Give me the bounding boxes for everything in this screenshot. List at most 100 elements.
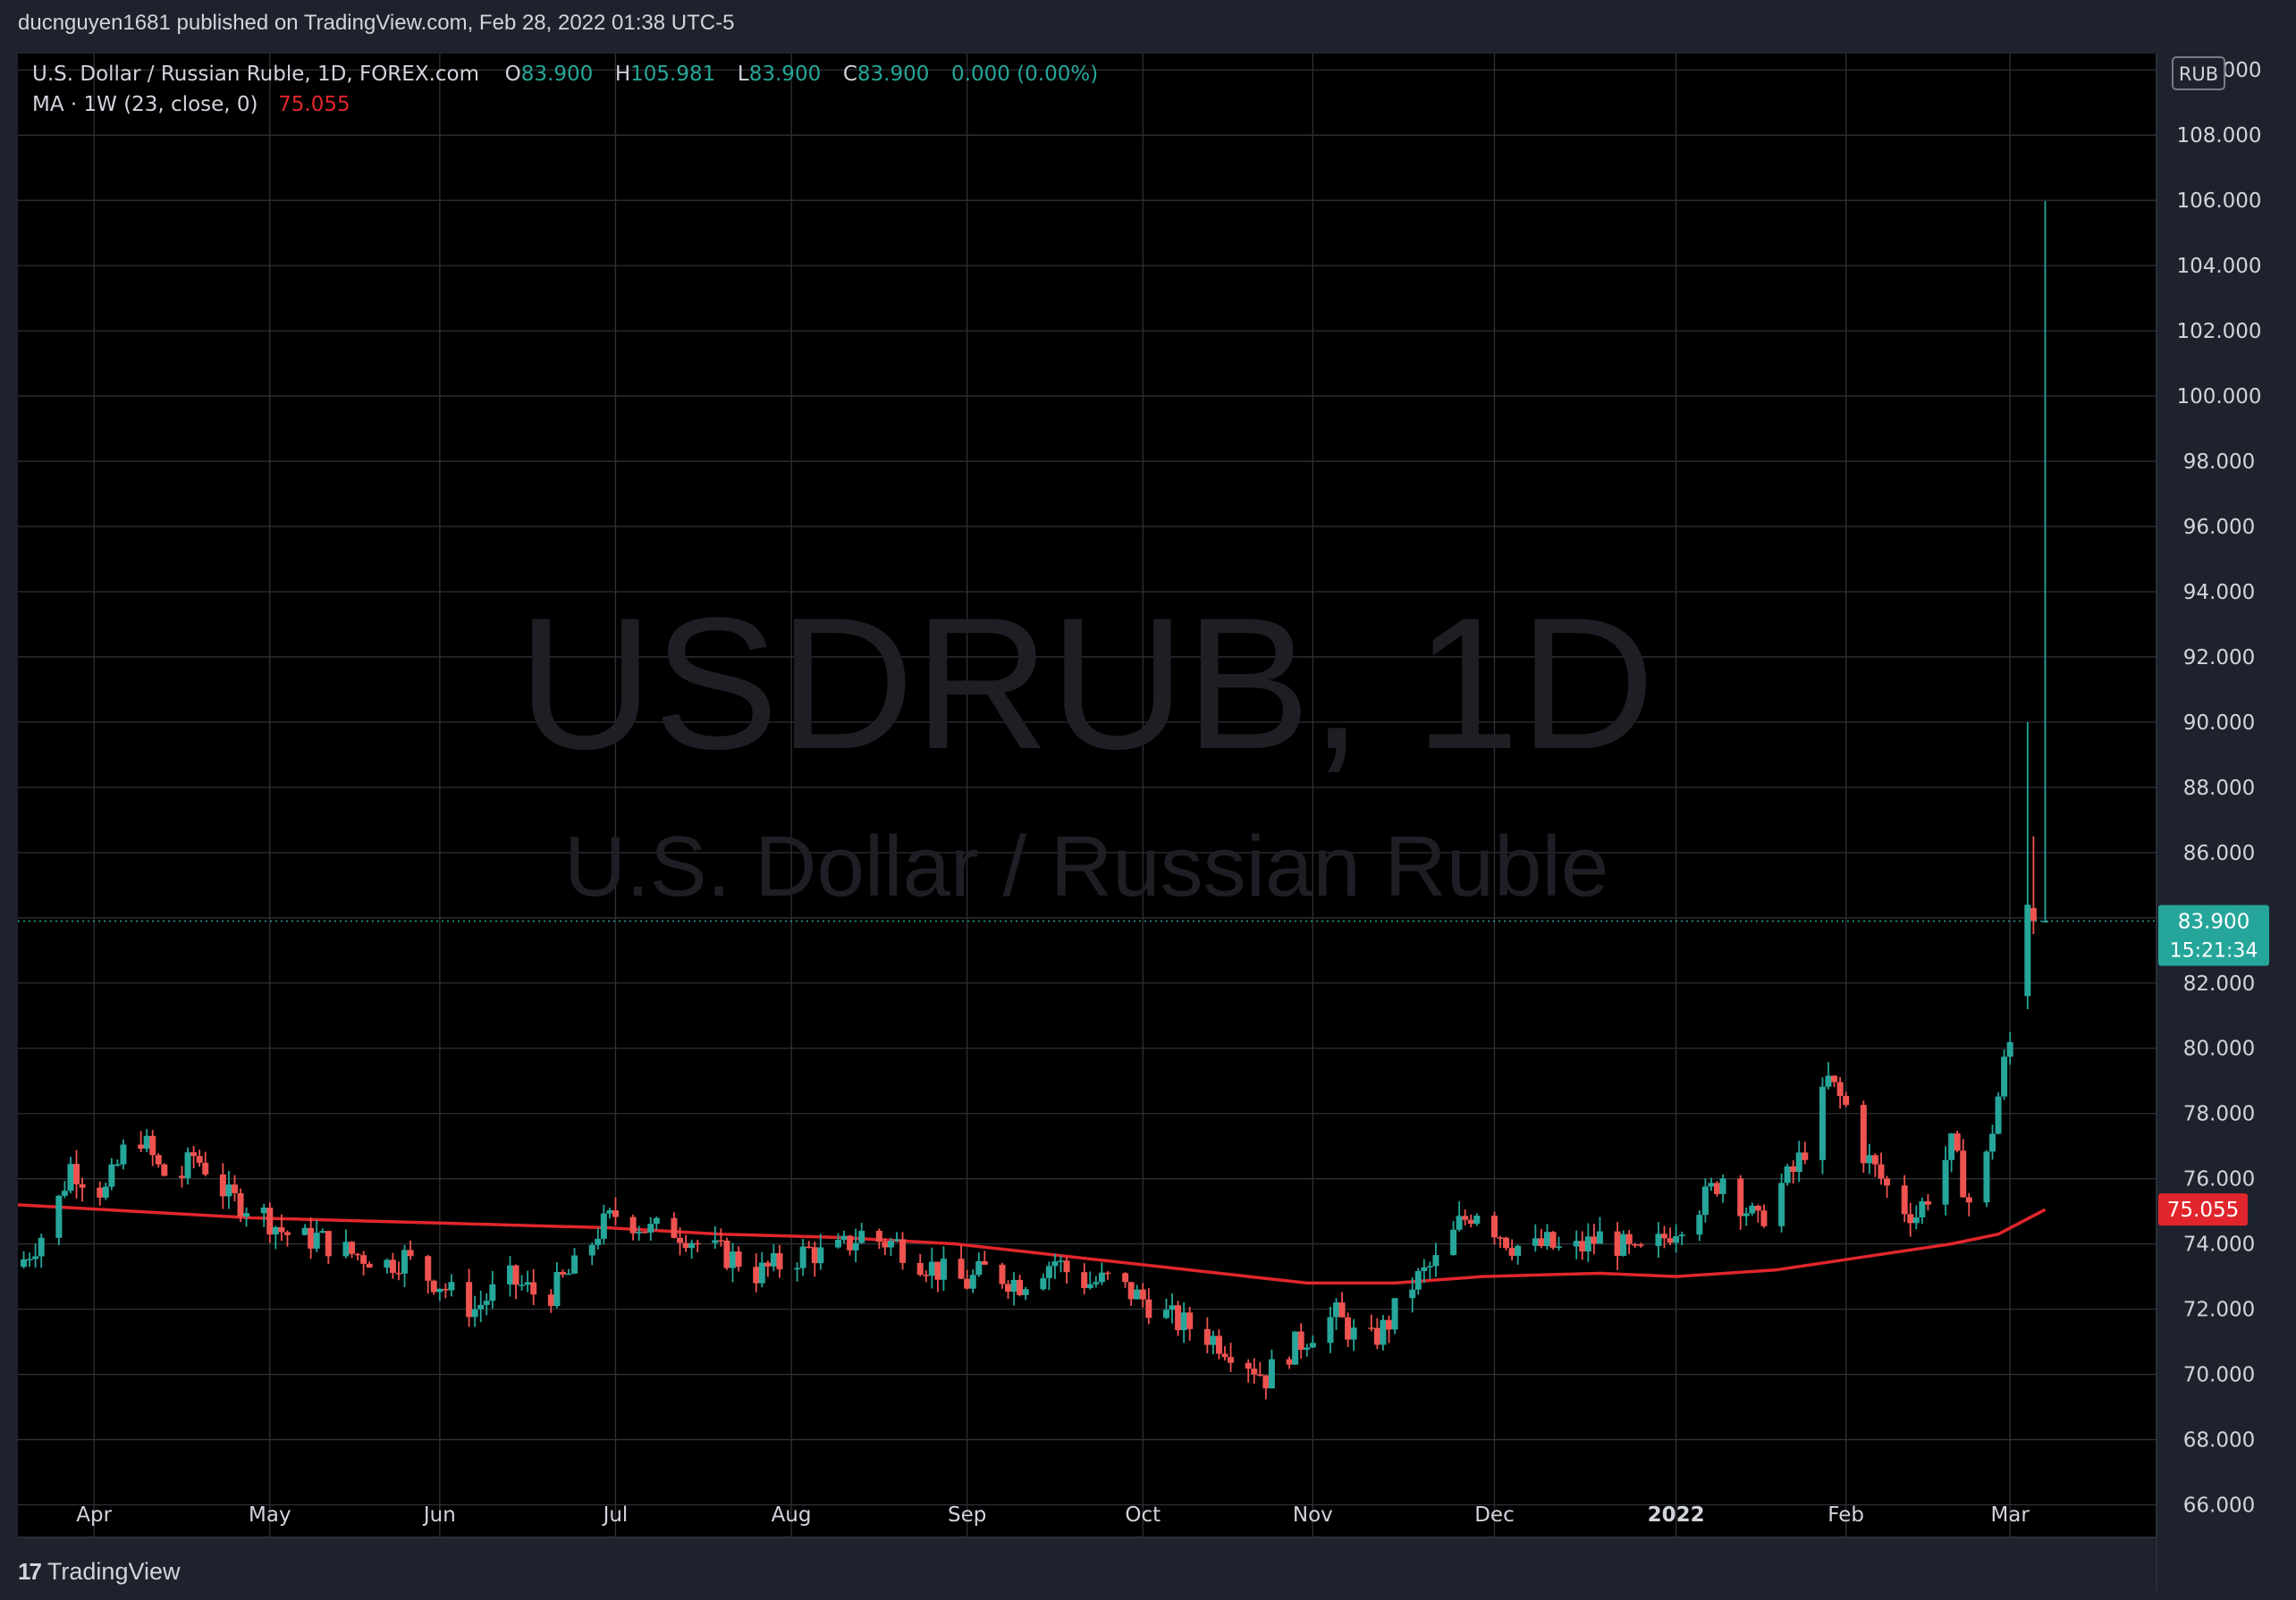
candle-body	[1871, 1155, 1878, 1165]
candle-body	[102, 1186, 109, 1198]
candle-body	[595, 1238, 602, 1245]
candle-body	[1391, 1298, 1398, 1330]
candle-body	[1912, 1217, 1920, 1224]
candle-body	[519, 1284, 526, 1286]
price-tick-label: 80.000	[2183, 1038, 2255, 1061]
candle-body	[483, 1301, 490, 1305]
low-label: L	[737, 63, 749, 86]
candle-body	[97, 1187, 104, 1198]
candle-body	[770, 1253, 777, 1267]
candle-body	[1954, 1133, 1961, 1151]
candle-body	[1843, 1096, 1850, 1106]
candle-body	[1549, 1232, 1557, 1248]
candle-body	[794, 1267, 801, 1270]
candle-body	[840, 1235, 848, 1240]
time-tick-label: Feb	[1828, 1503, 1864, 1527]
candle-body	[477, 1304, 485, 1309]
time-tick-label: Aug	[772, 1503, 812, 1527]
candle-body	[366, 1263, 373, 1268]
time-axis[interactable]: Apr May Jun Jul Aug Sep Oct Nov Dec 2022 Feb Mar	[76, 1503, 2030, 1527]
candle-body	[1162, 1309, 1169, 1318]
candle-body	[1426, 1266, 1433, 1267]
price-tick-label: 92.000	[2183, 646, 2255, 669]
moving-average-line	[17, 1203, 2047, 1285]
candle-body	[600, 1213, 607, 1239]
price-tick-label: 66.000	[2183, 1495, 2255, 1518]
candle-body	[1297, 1331, 1304, 1351]
candle-body	[1678, 1234, 1685, 1237]
candle-body	[1262, 1375, 1270, 1389]
candle-body	[1490, 1215, 1498, 1238]
candle-body	[1086, 1284, 1093, 1289]
candle-body	[799, 1246, 806, 1268]
candle-body	[1081, 1272, 1088, 1289]
candle-body	[26, 1259, 33, 1261]
candle-body	[1754, 1205, 1761, 1211]
candle-body	[1134, 1289, 1141, 1300]
candle-body	[1878, 1164, 1885, 1179]
candle-body	[1503, 1237, 1510, 1249]
candle-body	[1661, 1234, 1668, 1239]
candle-body	[1450, 1229, 1457, 1256]
watermark-symbol: USDRUB, 1D	[518, 578, 1655, 788]
candle-body	[1790, 1166, 1797, 1173]
candle-body	[934, 1261, 941, 1280]
candle-body	[958, 1259, 965, 1279]
low-value: 83.900	[748, 63, 822, 86]
candle-body	[1802, 1152, 1809, 1160]
candle-body	[688, 1242, 696, 1249]
price-tick-label: 102.000	[2176, 320, 2261, 343]
candle-body	[1983, 1151, 1990, 1203]
tradingview-logo-icon: 17	[18, 1557, 42, 1585]
candle-body	[225, 1184, 232, 1197]
candle-body	[342, 1242, 350, 1257]
candle-body	[647, 1224, 654, 1233]
candle-body	[1579, 1241, 1586, 1252]
candle-body	[73, 1164, 80, 1184]
price-tick-label: 98.000	[2183, 451, 2255, 474]
candle-body	[308, 1227, 315, 1249]
candle-body	[653, 1217, 660, 1225]
candle-body	[882, 1242, 889, 1248]
candle-body	[1414, 1271, 1422, 1290]
time-tick-label: Sep	[948, 1503, 986, 1527]
price-tick-label: 68.000	[2183, 1429, 2255, 1453]
candle-body	[196, 1156, 203, 1163]
indicator-legend[interactable]: MA · 1W (23, close, 0) 75.055	[32, 93, 350, 116]
high-value: 105.981	[630, 63, 716, 86]
candle-body	[202, 1162, 209, 1175]
ma-label: MA · 1W (23, close, 0)	[32, 93, 258, 116]
time-tick-label: Nov	[1293, 1503, 1333, 1527]
candle-body	[588, 1244, 595, 1256]
candle-body	[1713, 1183, 1720, 1194]
candle-body	[1632, 1243, 1639, 1246]
candle-body	[1473, 1215, 1481, 1225]
price-axis[interactable]: 66.000 68.000 70.000 72.000 74.000 76.000 78.0…	[2176, 59, 2261, 1517]
candle-body	[161, 1164, 168, 1176]
time-tick-label: May	[249, 1503, 291, 1527]
candle-body	[1005, 1284, 1012, 1293]
candle-body	[1596, 1231, 1603, 1244]
symbol-legend[interactable]: U.S. Dollar / Russian Ruble, 1D, FOREX.c…	[32, 63, 1098, 86]
candle-body	[1098, 1272, 1105, 1283]
candle-body	[975, 1260, 983, 1276]
candle-body	[1696, 1215, 1703, 1235]
time-tick-label: Mar	[1990, 1503, 2030, 1527]
candle-body	[764, 1262, 772, 1267]
price-tick-label: 106.000	[2176, 189, 2261, 213]
candle-body	[67, 1164, 74, 1192]
candle-body	[1022, 1289, 1029, 1295]
candle-body	[1467, 1219, 1474, 1225]
candle-body	[1122, 1273, 1129, 1283]
candle-body	[758, 1262, 765, 1284]
price-tick-label: 76.000	[2183, 1168, 2255, 1192]
candle-body	[143, 1135, 150, 1149]
candle-body	[1145, 1299, 1152, 1318]
candle-body	[606, 1210, 613, 1214]
candle-body	[1866, 1155, 1873, 1164]
candle-body	[1058, 1260, 1065, 1262]
candle-body	[612, 1210, 619, 1217]
candle-body	[1180, 1312, 1187, 1331]
candle-body	[1508, 1248, 1515, 1256]
